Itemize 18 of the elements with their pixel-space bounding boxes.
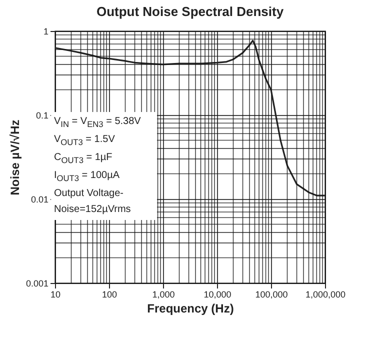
annotation: V$_{IN}$ = V$_{EN3}$ = 5.38V (54, 115, 142, 131)
annotation: Output Voltage-Noise=152µVrms (54, 187, 132, 217)
y-tick-label: 1 (43, 26, 48, 36)
annotation: V$_{OUT3}$ = 1.5V (54, 133, 116, 149)
annotation: C$_{OUT3}$ = 1µF (54, 151, 114, 167)
x-tick-label: 1,000,000 (305, 290, 346, 300)
x-tick-label: 1,000 (152, 290, 175, 300)
y-tick-label: 0.001 (26, 278, 48, 288)
annotation: I$_{OUT3}$ = 100µA (54, 169, 121, 185)
chart-title: Output Noise Spectral Density (96, 4, 284, 19)
x-tick-label: 100,000 (255, 290, 288, 300)
x-tick-label: 100 (102, 290, 118, 300)
y-axis-title: Noise µV/√Hz (8, 120, 22, 196)
x-tick-label: 10 (50, 290, 61, 300)
x-axis-title: Frequency (Hz) (147, 302, 234, 316)
y-tick-label: 0.01 (30, 194, 48, 204)
y-tick-label: 0.1 (36, 110, 48, 120)
x-tick-label: 10,000 (204, 290, 232, 300)
